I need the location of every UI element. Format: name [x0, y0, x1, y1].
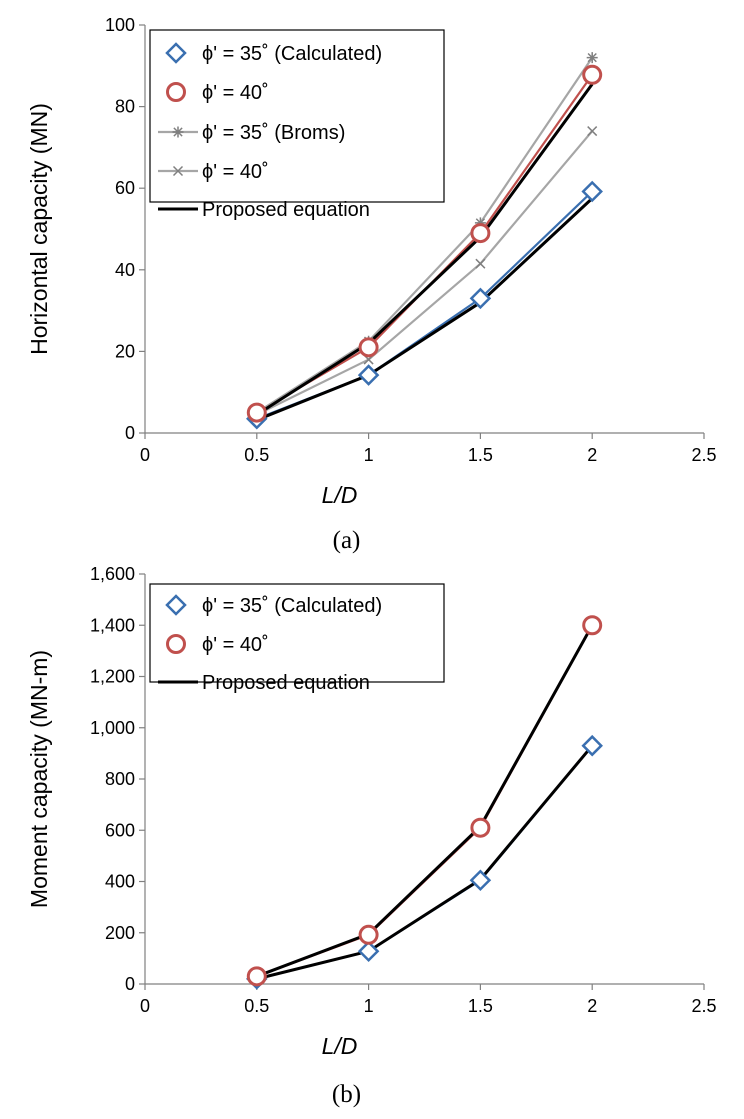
data-point: [586, 52, 598, 64]
y-tick-label: 40: [115, 260, 135, 280]
legend-marker: [165, 594, 187, 616]
data-point: [475, 258, 486, 269]
legend-marker: [172, 126, 184, 138]
data-point: [582, 615, 603, 636]
data-point: [469, 869, 492, 891]
legend-label: Proposed equation: [202, 199, 370, 221]
data-point: [357, 364, 380, 386]
series-line-5: [255, 83, 594, 416]
legend-label: ϕ' = 40˚: [202, 634, 269, 656]
data-point: [358, 337, 379, 358]
legend-label: ϕ' = 35˚ (Calculated): [202, 595, 382, 617]
series-line-4: [256, 744, 594, 981]
series-lines: [256, 624, 594, 981]
legend: ϕ' = 35˚ (Calculated) ϕ' = 40˚ Proposed eq…: [149, 583, 445, 694]
x-tick-label: 0.5: [244, 445, 269, 465]
data-point: [246, 966, 267, 987]
x-tick-label: 0: [140, 996, 150, 1016]
y-tick-label: 0: [125, 974, 135, 994]
x-tick-label: 1: [364, 996, 374, 1016]
y-tick-label: 60: [115, 178, 135, 198]
x-tick-label: 2.5: [691, 445, 716, 465]
y-tick-label: 0: [125, 423, 135, 443]
y-tick-label: 1,600: [90, 564, 135, 584]
y-tick-label: 20: [115, 341, 135, 361]
series-line-6: [256, 197, 594, 422]
data-point: [357, 940, 380, 962]
series-line-3: [256, 57, 594, 414]
legend-label: ϕ' = 35˚ (Broms): [202, 122, 345, 144]
x-tick-label: 2: [587, 996, 597, 1016]
data-point: [246, 402, 267, 423]
data-point: [469, 287, 492, 310]
legend-marker: [166, 82, 186, 102]
legend-box: [149, 583, 445, 683]
series-line-1: [256, 744, 594, 980]
data-point: [358, 924, 379, 945]
y-tick-label: 600: [105, 820, 135, 840]
data-point: [582, 64, 603, 85]
series-line-3: [256, 624, 594, 978]
y-tick-label: 800: [105, 769, 135, 789]
data-point: [470, 817, 491, 838]
series-markers: [246, 615, 603, 990]
y-tick-label: 400: [105, 872, 135, 892]
figure-caption: (b): [332, 1081, 361, 1108]
x-tick-label: 0.5: [244, 996, 269, 1016]
y-tick-label: 1,400: [90, 615, 135, 635]
legend-label: ϕ' = 40˚: [202, 82, 269, 104]
y-tick-label: 80: [115, 97, 135, 117]
data-point: [581, 734, 603, 757]
x-tick-label: 2.5: [691, 996, 716, 1016]
legend-label: Proposed equation: [202, 672, 370, 694]
y-tick-label: 100: [105, 15, 135, 35]
x-tick-label: 0: [140, 445, 150, 465]
series-lines: [255, 57, 594, 422]
y-tick-label: 200: [105, 923, 135, 943]
data-point: [470, 223, 491, 244]
x-tick-label: 1.5: [468, 445, 493, 465]
legend-marker: [172, 165, 184, 177]
legend-box: [149, 29, 445, 203]
series-markers: [246, 52, 603, 430]
figure-caption: (a): [333, 527, 361, 554]
data-point: [474, 217, 486, 229]
data-point: [581, 180, 603, 203]
series-line-1: [256, 190, 593, 420]
chart-panel-2: 0 200 400 600 800 1,000 1,200 1,400 1,600 0 0.5 1 1.…: [26, 564, 717, 1108]
legend-label: ϕ' = 40˚: [202, 161, 269, 183]
legend-marker: [165, 42, 187, 64]
y-axis-title: Horizontal capacity (MN): [26, 103, 52, 355]
y-axis-title: Moment capacity (MN-m): [26, 650, 52, 908]
x-tick-label: 1: [364, 445, 374, 465]
chart-panel-1: 0 20 40 60 80 100 0 0.5 1 1.5 2 2.5 L/D Horizontal ca…: [26, 15, 717, 554]
x-tick-label: 1.5: [468, 996, 493, 1016]
legend-label: ϕ' = 35˚ (Calculated): [202, 43, 382, 65]
x-axis-title: L/D: [322, 1033, 358, 1059]
y-tick-label: 1,200: [90, 667, 135, 687]
series-line-4: [256, 130, 594, 416]
x-axis-title: L/D: [322, 482, 358, 508]
y-tick-label: 1,000: [90, 718, 135, 738]
data-point: [587, 126, 598, 137]
legend: ϕ' = 35˚ (Calculated) ϕ' = 40˚ ϕ' = 35˚ (B…: [149, 29, 445, 221]
legend-marker: [166, 634, 186, 654]
x-tick-label: 2: [587, 445, 597, 465]
